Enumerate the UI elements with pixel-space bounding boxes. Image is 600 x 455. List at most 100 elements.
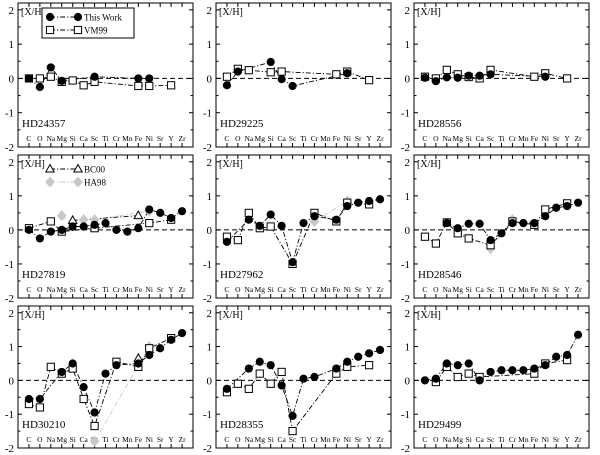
x-tick-label: Sc	[289, 435, 297, 444]
data-point-this-work	[222, 81, 232, 90]
data-point-vm99	[79, 81, 88, 90]
data-point-vm99	[277, 367, 286, 377]
x-tick-label: Fe	[333, 134, 341, 143]
data-point-this-work	[453, 73, 462, 82]
star-name: HD29499	[418, 419, 462, 431]
x-tick-label: Ca	[277, 285, 286, 294]
x-tick-label: Ni	[146, 435, 154, 444]
data-point-this-work	[573, 198, 583, 207]
data-point-this-work	[35, 234, 44, 243]
x-tick-label: Zr	[179, 435, 187, 444]
y-tick-label: 2	[405, 5, 411, 17]
data-point-vm99	[145, 81, 154, 91]
data-point-this-work	[563, 201, 572, 211]
data-point-this-work	[299, 218, 308, 228]
x-tick-label: Fe	[135, 285, 143, 294]
y-tick-label: -1	[5, 409, 14, 421]
data-point-this-work	[266, 210, 275, 219]
data-point-this-work	[530, 218, 539, 228]
data-point-this-work	[90, 220, 99, 229]
data-point-vm99	[145, 218, 154, 228]
data-point-vm99	[46, 362, 55, 371]
x-tick-label: Cr	[509, 134, 517, 143]
data-point-vm99	[233, 379, 242, 388]
x-tick-label: Mn	[518, 285, 529, 294]
data-point-this-work	[288, 411, 297, 420]
data-point-vm99	[266, 379, 275, 388]
series-line-vm99	[226, 68, 370, 81]
x-tick-label: O	[433, 285, 439, 294]
x-tick-label: Mg	[57, 285, 68, 294]
x-tick-label: Mg	[57, 435, 68, 444]
data-point-this-work	[519, 366, 528, 375]
data-point-this-work	[475, 376, 484, 385]
y-tick-label: 2	[207, 5, 213, 17]
x-tick-label: Zr	[377, 435, 385, 444]
legend-marker	[44, 163, 56, 173]
data-point-vm99	[244, 208, 253, 217]
legend-label: HA98	[84, 178, 106, 188]
x-tick-label: Y	[366, 134, 372, 143]
data-point-this-work	[442, 359, 451, 368]
data-point-this-work	[442, 218, 451, 228]
x-tick-label: Fe	[531, 134, 539, 143]
x-tick-label: Ni	[542, 285, 550, 294]
y-tick-label: 1	[9, 191, 15, 203]
x-tick-label: Sc	[487, 285, 495, 294]
x-tick-label: Ti	[300, 134, 306, 143]
data-point-this-work	[24, 74, 34, 83]
data-point-vm99	[541, 205, 550, 214]
panel-hd29499: -2 -1 0 1 2 C O Na Mg Si Ca Sc Ti Cr Mn Fe Ni Sr Y Zr [X/H] H…	[401, 305, 590, 455]
y-tick-label: 0	[207, 73, 213, 85]
x-tick-label: Ti	[498, 435, 504, 444]
x-tick-label: O	[235, 134, 241, 143]
data-point-this-work	[552, 352, 561, 361]
y-tick-label: -1	[401, 259, 410, 271]
y-axis-label: [X/H]	[21, 159, 45, 170]
x-tick-label: Si	[268, 435, 274, 444]
y-axis-label: [X/H]	[417, 7, 441, 18]
data-point-vm99	[46, 217, 55, 226]
y-tick-label: 0	[9, 73, 15, 85]
data-point-this-work	[57, 76, 66, 85]
data-point-this-work	[442, 73, 451, 82]
legend-marker	[73, 176, 83, 188]
legend: This Work VM99	[41, 7, 135, 39]
data-point-this-work	[486, 236, 495, 245]
x-tick-label: Na	[244, 435, 253, 444]
y-tick-label: 0	[207, 375, 213, 387]
y-axis-label: [X/H]	[417, 310, 441, 321]
x-tick-label: Ca	[277, 435, 286, 444]
data-point-vm99	[530, 72, 539, 81]
x-tick-label: Cr	[509, 435, 517, 444]
data-point-ha98	[56, 210, 67, 222]
y-tick-label: -1	[203, 259, 212, 271]
data-point-this-work	[464, 71, 473, 80]
x-tick-label: Ni	[344, 134, 352, 143]
legend-marker	[45, 25, 55, 35]
data-point-this-work	[266, 57, 275, 67]
data-point-this-work	[35, 394, 44, 404]
x-tick-label: C	[26, 435, 31, 444]
x-tick-label: Fe	[531, 285, 539, 294]
y-axis-label: [X/H]	[21, 310, 45, 321]
data-point-this-work	[431, 374, 440, 383]
data-point-vm99	[79, 394, 88, 404]
star-name: HD27819	[22, 269, 66, 281]
legend-marker	[73, 25, 83, 35]
data-point-this-work	[57, 225, 66, 235]
y-tick-label: 2	[405, 308, 411, 320]
data-point-vm99	[145, 344, 154, 353]
data-point-this-work	[79, 383, 88, 392]
data-point-this-work	[508, 366, 517, 375]
data-point-this-work	[453, 361, 462, 370]
y-tick-label: 0	[405, 375, 411, 387]
x-tick-label: Cr	[113, 285, 121, 294]
data-point-this-work	[46, 63, 55, 72]
x-tick-label: Si	[70, 134, 76, 143]
data-point-this-work	[365, 349, 374, 358]
x-tick-label: Cr	[509, 285, 517, 294]
x-tick-label: Si	[268, 134, 274, 143]
x-tick-label: Mg	[453, 285, 464, 294]
data-point-this-work	[354, 352, 363, 361]
